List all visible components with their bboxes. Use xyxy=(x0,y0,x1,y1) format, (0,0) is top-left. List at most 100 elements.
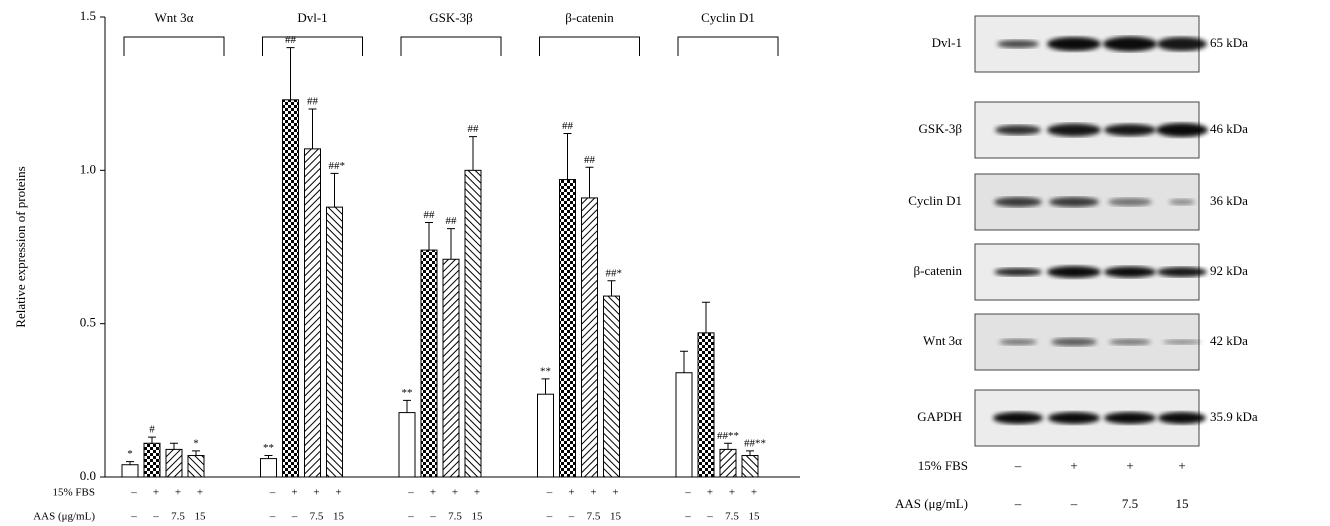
significance-label: ##* xyxy=(606,267,623,279)
significance-label: ** xyxy=(263,442,274,454)
significance-label: ** xyxy=(540,365,551,377)
protein-label: GAPDH xyxy=(917,409,962,424)
treatment-label: 15% FBS xyxy=(918,458,968,473)
error-bar xyxy=(564,134,572,180)
treatment-mark: – xyxy=(568,511,575,523)
treatment-mark: 15 xyxy=(472,511,484,523)
treatment-mark: 15 xyxy=(1176,496,1189,511)
blot-band xyxy=(1051,338,1097,346)
error-bar xyxy=(192,451,200,456)
bar xyxy=(676,373,692,477)
treatment-mark: – xyxy=(407,511,414,523)
bar xyxy=(720,449,736,477)
size-label: 35.9 kDa xyxy=(1210,409,1258,424)
treatment-mark: + xyxy=(291,487,297,499)
protein-label: β-catenin xyxy=(914,263,963,278)
bar xyxy=(399,413,415,477)
group-bracket xyxy=(124,37,224,56)
y-tick-label: 1.5 xyxy=(80,8,96,23)
group-label: Cyclin D1 xyxy=(701,10,755,25)
significance-label: ##** xyxy=(717,430,739,442)
blot-band xyxy=(1049,197,1099,207)
treatment-mark: + xyxy=(1178,458,1185,473)
error-bar xyxy=(702,302,710,333)
size-label: 46 kDa xyxy=(1210,121,1248,136)
protein-label: Cyclin D1 xyxy=(908,193,962,208)
bar xyxy=(604,296,620,477)
treatment-mark: – xyxy=(407,487,414,499)
treatment-label: 15% FBS xyxy=(53,487,96,499)
treatment-mark: – xyxy=(546,487,553,499)
blot-band xyxy=(1103,37,1157,52)
treatment-mark: + xyxy=(751,487,757,499)
significance-label: ## xyxy=(562,120,574,132)
treatment-mark: – xyxy=(429,511,436,523)
treatment-mark: – xyxy=(291,511,298,523)
treatment-mark: 15 xyxy=(195,511,207,523)
blot-band xyxy=(995,125,1041,135)
treatment-mark: 7.5 xyxy=(448,511,462,523)
significance-label: ## xyxy=(584,154,596,166)
size-label: 36 kDa xyxy=(1210,193,1248,208)
blot-band xyxy=(1157,267,1207,277)
treatment-mark: – xyxy=(130,487,137,499)
error-bar xyxy=(425,222,433,250)
bar xyxy=(582,198,598,477)
blot-band xyxy=(994,268,1042,276)
error-bar xyxy=(287,48,295,100)
treatment-mark: 7.5 xyxy=(1122,496,1138,511)
bar xyxy=(122,465,138,477)
treatment-mark: – xyxy=(684,511,691,523)
group-bracket xyxy=(540,37,640,56)
treatment-mark: – xyxy=(1014,496,1022,511)
group-bracket xyxy=(263,37,363,56)
bar xyxy=(465,170,481,477)
error-bar xyxy=(403,400,411,412)
bar xyxy=(166,449,182,477)
bar xyxy=(443,259,459,477)
significance-label: ##** xyxy=(744,437,766,449)
group-bracket xyxy=(678,37,778,56)
blot-band xyxy=(1163,340,1201,345)
group-label: GSK-3β xyxy=(429,10,473,25)
treatment-label: AAS (μg/mL) xyxy=(895,496,968,511)
treatment-mark: – xyxy=(546,511,553,523)
error-bar xyxy=(447,229,455,260)
treatment-mark: – xyxy=(684,487,691,499)
treatment-mark: + xyxy=(729,487,735,499)
y-tick-label: 1.0 xyxy=(80,161,96,176)
blot-band xyxy=(1047,37,1101,51)
error-bar xyxy=(542,379,550,394)
blot-band xyxy=(1104,124,1156,136)
treatment-mark: + xyxy=(612,487,618,499)
significance-label: ## xyxy=(307,96,319,108)
blot-band xyxy=(994,197,1042,207)
blot-band xyxy=(1156,123,1208,137)
significance-label: # xyxy=(149,424,155,436)
bar xyxy=(327,207,343,477)
bar xyxy=(698,333,714,477)
error-bar xyxy=(608,281,616,296)
significance-label: ##* xyxy=(329,160,346,172)
bar xyxy=(305,149,321,477)
y-tick-label: 0.0 xyxy=(80,468,96,483)
significance-label: ## xyxy=(446,215,458,227)
treatment-mark: – xyxy=(269,511,276,523)
group-label: Wnt 3α xyxy=(155,10,194,25)
blot-band xyxy=(1047,124,1101,137)
error-bar xyxy=(469,137,477,171)
treatment-mark: + xyxy=(474,487,480,499)
treatment-mark: + xyxy=(175,487,181,499)
error-bar xyxy=(586,167,594,198)
bar xyxy=(188,456,204,477)
significance-label: ## xyxy=(424,209,436,221)
significance-label: ## xyxy=(468,123,480,135)
error-bar xyxy=(724,443,732,449)
bar xyxy=(261,459,277,477)
y-axis-label: Relative expression of proteins xyxy=(13,166,28,327)
treatment-mark: + xyxy=(313,487,319,499)
significance-label: * xyxy=(193,437,199,449)
blot-band xyxy=(1158,412,1206,424)
size-label: 42 kDa xyxy=(1210,333,1248,348)
significance-label: * xyxy=(127,448,133,460)
